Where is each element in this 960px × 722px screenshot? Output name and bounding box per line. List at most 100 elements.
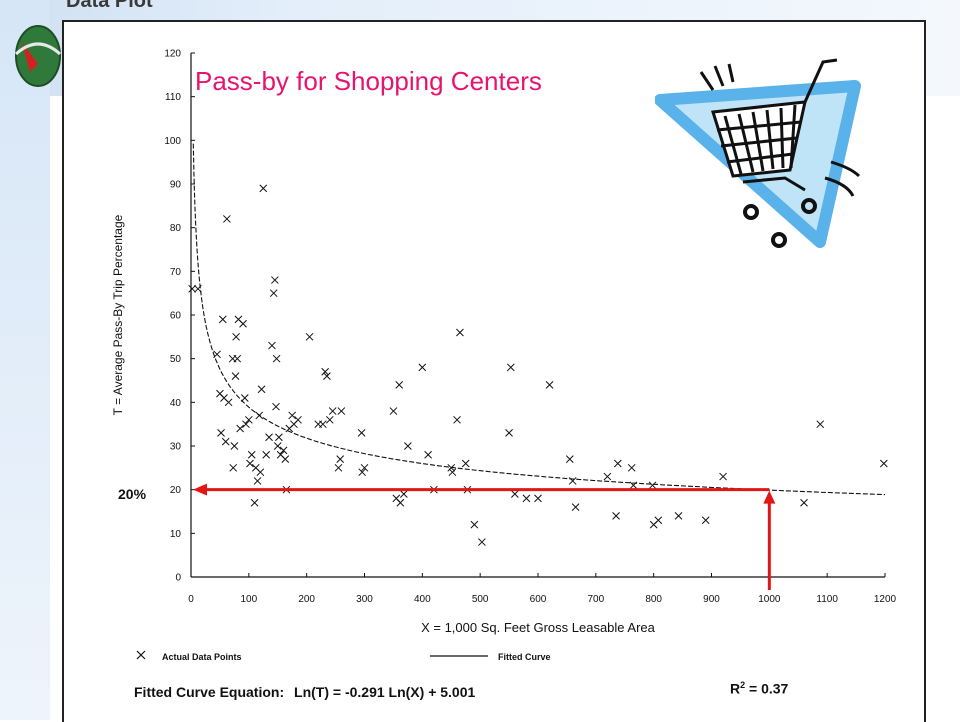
data-point-marker bbox=[522, 494, 531, 503]
callout-horizontal-arrowhead bbox=[193, 483, 207, 496]
x-tick-label: 800 bbox=[645, 594, 662, 605]
data-point-marker bbox=[701, 516, 710, 525]
data-point-marker bbox=[612, 512, 620, 520]
data-point-marker bbox=[272, 402, 280, 411]
callout-vertical-arrowhead bbox=[763, 490, 776, 504]
data-point-marker bbox=[334, 463, 343, 472]
data-point-marker bbox=[247, 450, 256, 459]
data-point-marker bbox=[358, 468, 367, 477]
x-tick-label: 1200 bbox=[874, 594, 897, 605]
data-point-marker bbox=[456, 328, 464, 337]
data-point-marker bbox=[565, 455, 574, 463]
data-point-marker bbox=[253, 477, 262, 485]
data-point-marker bbox=[223, 215, 231, 223]
x-tick-label: 1100 bbox=[816, 594, 838, 605]
legend-label-actual-data-points: Actual Data Points bbox=[162, 652, 242, 662]
data-point-marker bbox=[257, 385, 266, 394]
data-point-marker bbox=[328, 407, 337, 415]
data-point-marker bbox=[418, 363, 427, 372]
data-point-marker bbox=[505, 429, 513, 437]
data-point-marker bbox=[424, 450, 432, 459]
data-point-marker bbox=[325, 415, 334, 424]
data-point-marker bbox=[213, 350, 221, 359]
data-point-marker bbox=[336, 455, 345, 463]
y-tick-label: 10 bbox=[170, 529, 182, 540]
data-point-marker bbox=[719, 472, 727, 481]
data-point-marker bbox=[273, 442, 282, 450]
data-point-marker bbox=[221, 437, 230, 446]
data-point-marker bbox=[236, 424, 245, 433]
data-point-marker bbox=[294, 415, 302, 424]
r-squared: R2 = 0.37 bbox=[730, 680, 788, 697]
x-axis-label: X = 1,000 Sq. Feet Gross Leasable Area bbox=[421, 620, 656, 635]
data-point-marker bbox=[275, 433, 283, 442]
slide-header: Data Plot bbox=[66, 0, 153, 12]
data-point-marker bbox=[268, 341, 276, 350]
data-point-marker bbox=[244, 415, 253, 424]
data-point-marker bbox=[255, 411, 264, 420]
y-tick-label: 100 bbox=[164, 136, 181, 147]
data-point-marker bbox=[265, 433, 273, 442]
data-point-marker bbox=[613, 459, 622, 468]
x-tick-label: 100 bbox=[240, 594, 257, 605]
data-point-marker bbox=[545, 381, 554, 389]
data-point-marker bbox=[395, 381, 404, 389]
x-tick-label: 600 bbox=[530, 594, 547, 605]
y-tick-label: 50 bbox=[170, 354, 182, 365]
fitted-curve-equation: Fitted Curve Equation: Ln(T) = -0.291 Ln… bbox=[134, 684, 475, 700]
y-tick-label: 70 bbox=[170, 267, 182, 278]
y-tick-label: 0 bbox=[175, 573, 181, 584]
data-point-marker bbox=[230, 442, 239, 450]
data-point-marker bbox=[800, 498, 808, 507]
x-tick-label: 700 bbox=[587, 594, 604, 605]
data-point-marker bbox=[256, 468, 265, 477]
data-point-marker bbox=[305, 332, 314, 341]
data-point-marker bbox=[319, 420, 327, 429]
equation-text: Ln(T) = -0.291 Ln(X) + 5.001 bbox=[294, 684, 476, 700]
data-point-marker bbox=[629, 481, 638, 490]
callout-label: 20% bbox=[118, 486, 147, 502]
data-point-marker bbox=[250, 498, 259, 507]
data-point-marker bbox=[272, 354, 281, 363]
data-point-marker bbox=[571, 503, 580, 511]
y-tick-label: 110 bbox=[165, 92, 181, 103]
x-tick-label: 300 bbox=[356, 594, 373, 605]
data-point-marker bbox=[337, 407, 346, 415]
data-point-marker bbox=[389, 407, 398, 415]
data-point-marker bbox=[281, 455, 290, 463]
r-squared-value: = 0.37 bbox=[749, 680, 789, 697]
data-point-marker bbox=[217, 429, 225, 437]
data-point-marker bbox=[568, 477, 577, 485]
x-tick-label: 1000 bbox=[758, 594, 781, 605]
data-point-marker bbox=[448, 468, 457, 477]
data-point-marker bbox=[242, 420, 250, 429]
data-point-marker bbox=[461, 459, 470, 468]
x-tick-label: 500 bbox=[472, 594, 489, 605]
data-point-marker bbox=[323, 372, 331, 380]
data-point-marker bbox=[279, 446, 288, 455]
data-point-marker bbox=[269, 289, 278, 298]
data-point-marker bbox=[654, 516, 663, 525]
equation-label: Fitted Curve Equation: bbox=[134, 684, 285, 700]
data-point-marker bbox=[648, 481, 657, 490]
data-point-marker bbox=[511, 490, 519, 498]
data-point-marker bbox=[246, 459, 254, 468]
data-point-marker bbox=[816, 420, 825, 429]
y-tick-label: 90 bbox=[170, 180, 182, 191]
legend-marker-actual-data-points bbox=[136, 650, 146, 660]
data-point-marker bbox=[188, 284, 197, 293]
data-point-marker bbox=[453, 415, 461, 424]
data-point-marker bbox=[399, 490, 408, 498]
legend-label-fitted-curve: Fitted Curve bbox=[498, 652, 551, 662]
y-tick-label: 30 bbox=[170, 442, 182, 453]
data-point-marker bbox=[233, 354, 242, 363]
data-point-marker bbox=[262, 450, 271, 459]
data-point-marker bbox=[506, 363, 515, 372]
data-point-marker bbox=[231, 372, 240, 380]
data-point-marker bbox=[239, 319, 247, 328]
data-point-marker bbox=[879, 459, 888, 468]
data-point-marker bbox=[603, 472, 612, 481]
r-squared-exponent: 2 bbox=[740, 680, 746, 690]
data-point-marker bbox=[271, 276, 279, 284]
